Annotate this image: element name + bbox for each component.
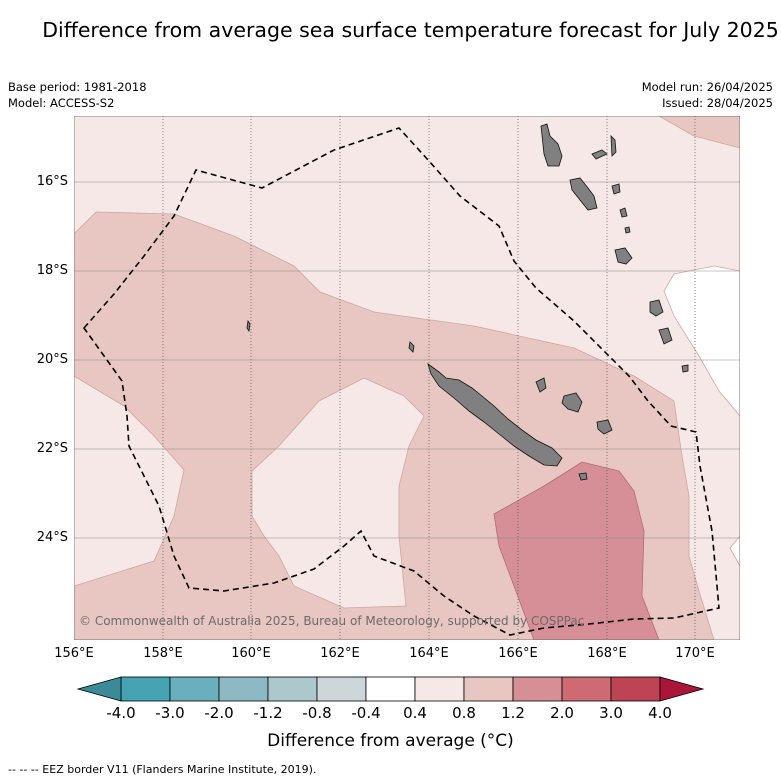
colorbar-tick: -3.0: [155, 704, 185, 722]
meta-left: Base period: 1981-2018 Model: ACCESS-S2: [8, 79, 147, 111]
vanuatu-aneityum: [681, 364, 689, 373]
lat-label-16s: 16°S: [36, 174, 68, 189]
anomaly-fill-neutral: [663, 265, 740, 417]
ile-des-pins: [578, 472, 588, 481]
vanuatu-pentecost: [610, 134, 617, 157]
base-period: Base period: 1981-2018: [8, 80, 147, 94]
loyalty-ouvea: [535, 377, 547, 393]
colorbar-bin: [512, 676, 563, 702]
vanuatu-efate: [614, 247, 633, 265]
eez-border: [82, 127, 720, 636]
meta-right: Model run: 26/04/2025 Issued: 28/04/2025: [642, 79, 773, 111]
lon-label-166e: 166°E: [498, 646, 538, 661]
vanuatu-small-1: [619, 207, 628, 218]
colorbar-bin: [561, 676, 612, 702]
loyalty-lifou: [561, 392, 583, 413]
new-caledonia: [427, 362, 563, 467]
colorbar-tick: -1.2: [253, 704, 283, 722]
lon-label-162e: 162°E: [320, 646, 360, 661]
anomaly-fill-low-pocket: [251, 377, 425, 609]
model-run: Model run: 26/04/2025: [641, 80, 773, 94]
anomaly-fill-neutral-sw: [729, 535, 740, 567]
lon-label-156e: 156°E: [54, 646, 94, 661]
colorbar-bin: [267, 676, 318, 702]
colorbar-tick: 3.0: [599, 704, 623, 722]
lat-label-22s: 22°S: [36, 441, 68, 456]
eez-legend: -- -- -- EEZ border V11 (Flanders Marine…: [8, 763, 317, 776]
colorbar-tick: -4.0: [106, 704, 136, 722]
colorbar: [76, 676, 705, 702]
colorbar-tick: -0.8: [302, 704, 332, 722]
colorbar-bin: [610, 676, 661, 702]
vanuatu-small-2: [624, 226, 631, 234]
colorbar-tick: 0.4: [403, 704, 427, 722]
anomaly-fill-high: [493, 461, 660, 640]
lon-label-168e: 168°E: [587, 646, 627, 661]
belep: [408, 341, 415, 353]
colorbar-extend-high: [659, 676, 705, 702]
colorbar-bin: [120, 676, 171, 702]
vanuatu-tanna: [658, 327, 673, 345]
colorbar-bin: [463, 676, 514, 702]
vanuatu-santo: [540, 123, 563, 167]
issued-date: Issued: 28/04/2025: [662, 96, 773, 110]
lon-label-170e: 170°E: [675, 646, 715, 661]
vanuatu-epi: [611, 183, 621, 195]
colorbar-bin: [169, 676, 220, 702]
vanuatu-malekula: [569, 177, 598, 211]
land: [246, 123, 689, 481]
lat-label-18s: 18°S: [36, 263, 68, 278]
lat-label-20s: 20°S: [36, 352, 68, 367]
colorbar-bin: [218, 676, 269, 702]
colorbar-bin: [365, 676, 416, 702]
lat-label-24s: 24°S: [36, 530, 68, 545]
lon-label-164e: 164°E: [409, 646, 449, 661]
vanuatu-erromango: [649, 299, 664, 317]
anomaly-fill-ne: [658, 116, 740, 149]
graticule: [74, 116, 740, 640]
loyalty-mare: [596, 419, 613, 435]
vanuatu-ambae: [591, 149, 608, 160]
lon-label-158e: 158°E: [143, 646, 183, 661]
colorbar-tick: 1.2: [501, 704, 525, 722]
lon-label-160e: 160°E: [231, 646, 271, 661]
map-title: Difference from average sea surface temp…: [42, 18, 779, 42]
colorbar-bin: [316, 676, 367, 702]
sst-anomaly-map[interactable]: [74, 116, 740, 640]
colorbar-tick: -2.0: [204, 704, 234, 722]
colorbar-tick: -0.4: [351, 704, 381, 722]
colorbar-extend-low: [76, 676, 122, 702]
model-name: Model: ACCESS-S2: [8, 96, 115, 110]
chesterfield: [246, 319, 251, 333]
colorbar-bin: [414, 676, 465, 702]
copyright-notice: © Commonwealth of Australia 2025, Bureau…: [79, 614, 585, 628]
colorbar-tick: 0.8: [452, 704, 476, 722]
colorbar-tick: 4.0: [648, 704, 672, 722]
colorbar-tick: 2.0: [550, 704, 574, 722]
colorbar-title: Difference from average (°C): [267, 731, 514, 751]
